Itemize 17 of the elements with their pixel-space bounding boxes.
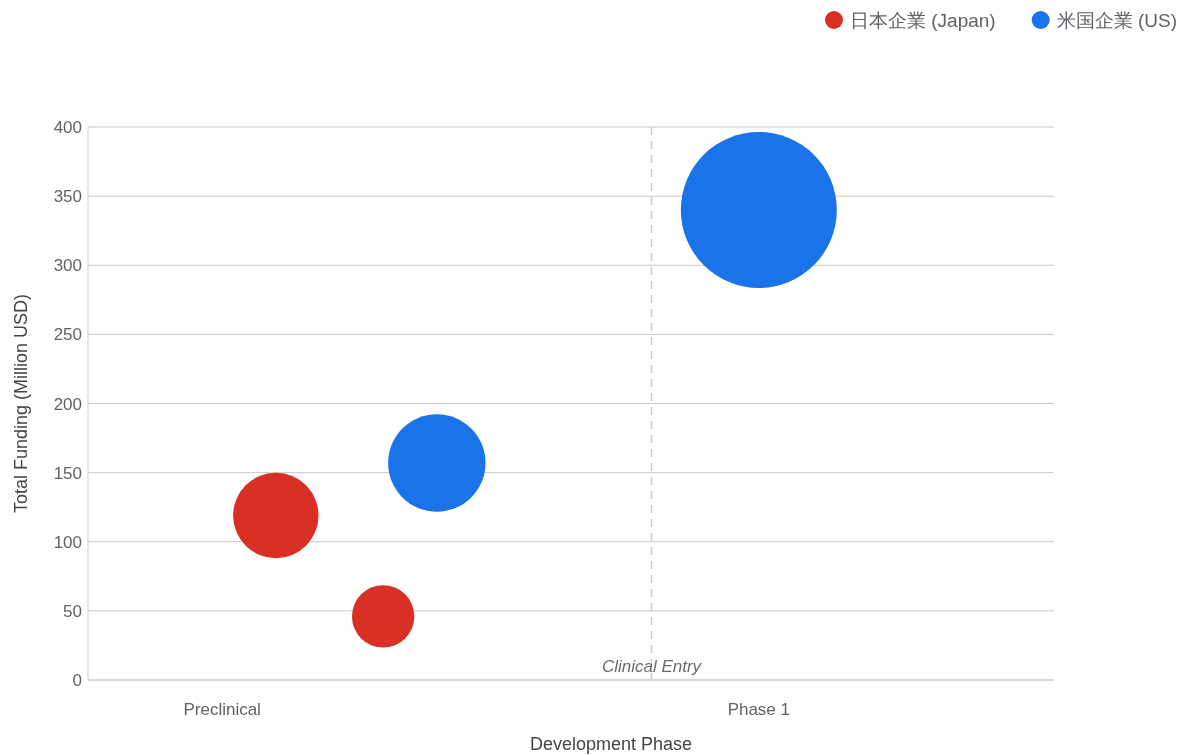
x-tick-label: Phase 1 — [727, 700, 791, 719]
y-tick-label: 50 — [63, 601, 82, 621]
legend-label: 日本企業 (Japan) — [849, 10, 996, 31]
y-tick-label: 100 — [53, 532, 82, 552]
x-axis-title: Development Phase — [529, 734, 693, 754]
legend-label: 米国企業 (US) — [1056, 10, 1177, 31]
y-tick-label: 300 — [53, 256, 82, 276]
y-tick-label: 400 — [53, 118, 82, 137]
x-tick-label: Preclinical — [183, 700, 261, 719]
y-tick-label: 200 — [53, 394, 82, 414]
y-tick-label: 150 — [53, 463, 82, 483]
y-tick-label: 350 — [53, 187, 82, 207]
annotation: Clinical Entry — [601, 126, 702, 681]
y-tick-label: 0 — [72, 671, 82, 690]
y-axis-title: Total Funding (Million USD) — [11, 293, 31, 514]
y-tick-label: 250 — [53, 325, 82, 345]
annotation: Clinical Entry — [601, 657, 703, 676]
